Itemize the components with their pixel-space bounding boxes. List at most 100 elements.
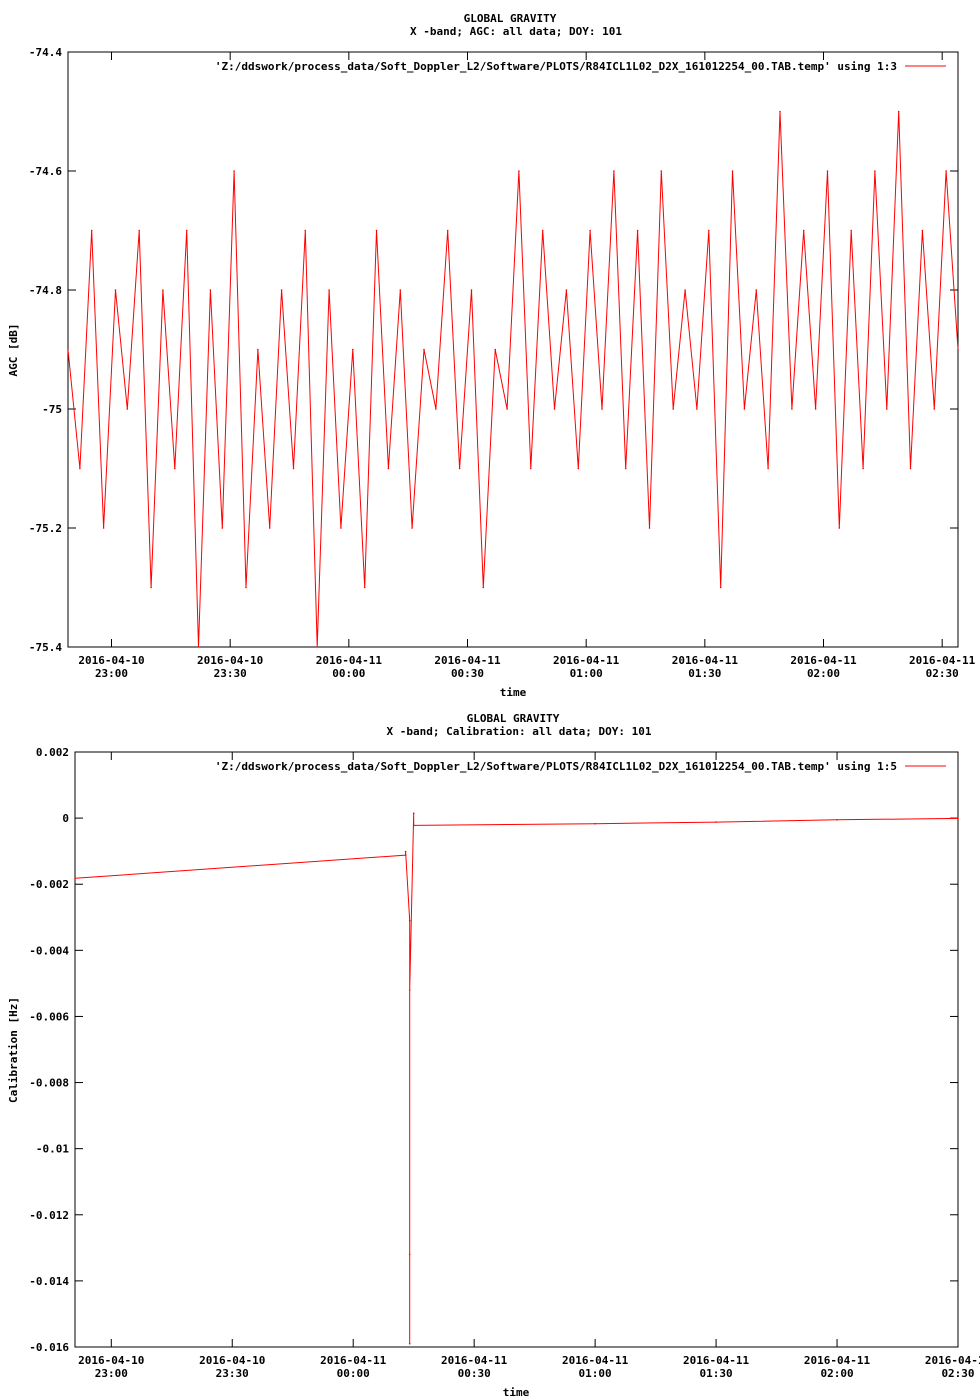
series-line <box>74 813 959 1344</box>
data-point <box>791 408 793 410</box>
data-point <box>862 467 864 470</box>
data-point <box>280 289 283 291</box>
data-point <box>209 289 212 291</box>
x-tick-label: 01:00 <box>570 667 603 680</box>
data-point <box>672 408 674 410</box>
data-point <box>375 229 378 232</box>
data-point <box>399 289 402 291</box>
data-point <box>304 229 307 232</box>
data-point <box>102 527 105 529</box>
data-point <box>292 467 295 470</box>
data-point <box>221 527 224 529</box>
data-point <box>257 348 259 351</box>
x-tick-label: 2016-04-11 <box>320 1354 387 1367</box>
data-point <box>779 110 781 113</box>
agc-chart: GLOBAL GRAVITY X -band; AGC: all data; D… <box>7 12 976 699</box>
data-point <box>743 408 746 410</box>
data-point <box>957 348 959 351</box>
data-point <box>114 289 117 291</box>
x-tick-label: 2016-04-11 <box>441 1354 508 1367</box>
x-tick-label: 2016-04-11 <box>683 1354 750 1367</box>
data-point <box>150 586 152 589</box>
data-point <box>684 289 686 291</box>
y-axis-label: Calibration [Hz] <box>7 997 20 1103</box>
x-tick-label: 2016-04-11 <box>316 654 383 667</box>
data-point <box>708 229 710 232</box>
data-point <box>138 229 140 232</box>
x-axis-label: time <box>503 1386 530 1399</box>
x-tick-label: 2016-04-10 <box>78 1354 144 1367</box>
x-tick-label: 00:00 <box>337 1367 370 1380</box>
data-point <box>79 467 81 470</box>
y-tick-label: -0.014 <box>29 1275 69 1288</box>
data-point <box>412 824 415 827</box>
data-point <box>162 289 164 291</box>
data-point <box>408 1253 411 1256</box>
data-point <box>126 408 129 410</box>
x-tick-label: 2016-04-11 <box>804 1354 871 1367</box>
y-tick-label: 0.002 <box>36 746 69 759</box>
x-tick-label: 2016-04-11 <box>672 654 739 667</box>
data-point <box>423 348 425 351</box>
y-tick-label: -0.004 <box>29 944 69 957</box>
data-point <box>404 854 407 856</box>
data-point <box>826 170 829 172</box>
data-point <box>933 408 936 410</box>
data-point <box>340 527 342 529</box>
data-point <box>660 170 663 172</box>
data-point <box>268 527 271 529</box>
chart-title: GLOBAL GRAVITY <box>467 712 560 725</box>
x-axis-label: time <box>500 686 527 699</box>
data-point <box>74 877 76 880</box>
data-point <box>185 229 188 232</box>
chart-subtitle: X -band; Calibration: all data; DOY: 101 <box>387 725 652 738</box>
data-point <box>957 817 959 820</box>
data-point <box>624 467 627 470</box>
data-point <box>352 348 354 351</box>
data-point <box>909 467 912 470</box>
data-point <box>814 408 817 410</box>
data-point <box>577 467 580 470</box>
data-point <box>494 348 497 351</box>
data-point <box>696 408 698 410</box>
y-tick-label: 0 <box>62 812 69 825</box>
x-tick-label: 23:30 <box>214 667 247 680</box>
data-point <box>731 170 734 172</box>
data-point <box>506 408 508 410</box>
x-tick-label: 00:00 <box>332 667 365 680</box>
data-point <box>328 289 330 291</box>
data-point <box>470 289 473 291</box>
x-tick-label: 02:30 <box>941 1367 974 1380</box>
x-tick-label: 02:30 <box>926 667 959 680</box>
data-point <box>458 467 461 470</box>
x-tick-label: 2016-04-11 <box>434 654 501 667</box>
data-point <box>715 821 717 823</box>
y-tick-label: -0.006 <box>29 1010 69 1023</box>
data-point <box>921 229 924 232</box>
data-point <box>446 229 449 232</box>
legend-label: 'Z:/ddswork/process_data/Soft_Doppler_L2… <box>215 60 897 73</box>
data-point <box>755 289 758 291</box>
x-tick-label: 2016-04-11 <box>553 654 620 667</box>
y-tick-label: -75.2 <box>29 522 62 535</box>
x-tick-label: 23:00 <box>95 1367 128 1380</box>
data-point <box>589 229 591 232</box>
data-point <box>435 408 437 410</box>
data-point <box>802 229 805 232</box>
data-point <box>408 1342 411 1345</box>
data-point <box>518 170 520 172</box>
data-point <box>67 348 69 351</box>
x-tick-label: 2016-04-10 <box>199 1354 265 1367</box>
data-point <box>408 989 411 991</box>
y-tick-label: -74.8 <box>29 284 62 297</box>
data-point <box>245 586 247 589</box>
x-tick-label: 2016-04-11 <box>909 654 976 667</box>
x-tick-label: 01:30 <box>688 667 721 680</box>
data-point <box>408 919 411 922</box>
plot-frame <box>74 751 959 1348</box>
data-point <box>316 646 319 648</box>
legend-label: 'Z:/ddswork/process_data/Soft_Doppler_L2… <box>215 760 897 773</box>
data-point <box>530 467 532 470</box>
x-tick-label: 02:00 <box>807 667 840 680</box>
